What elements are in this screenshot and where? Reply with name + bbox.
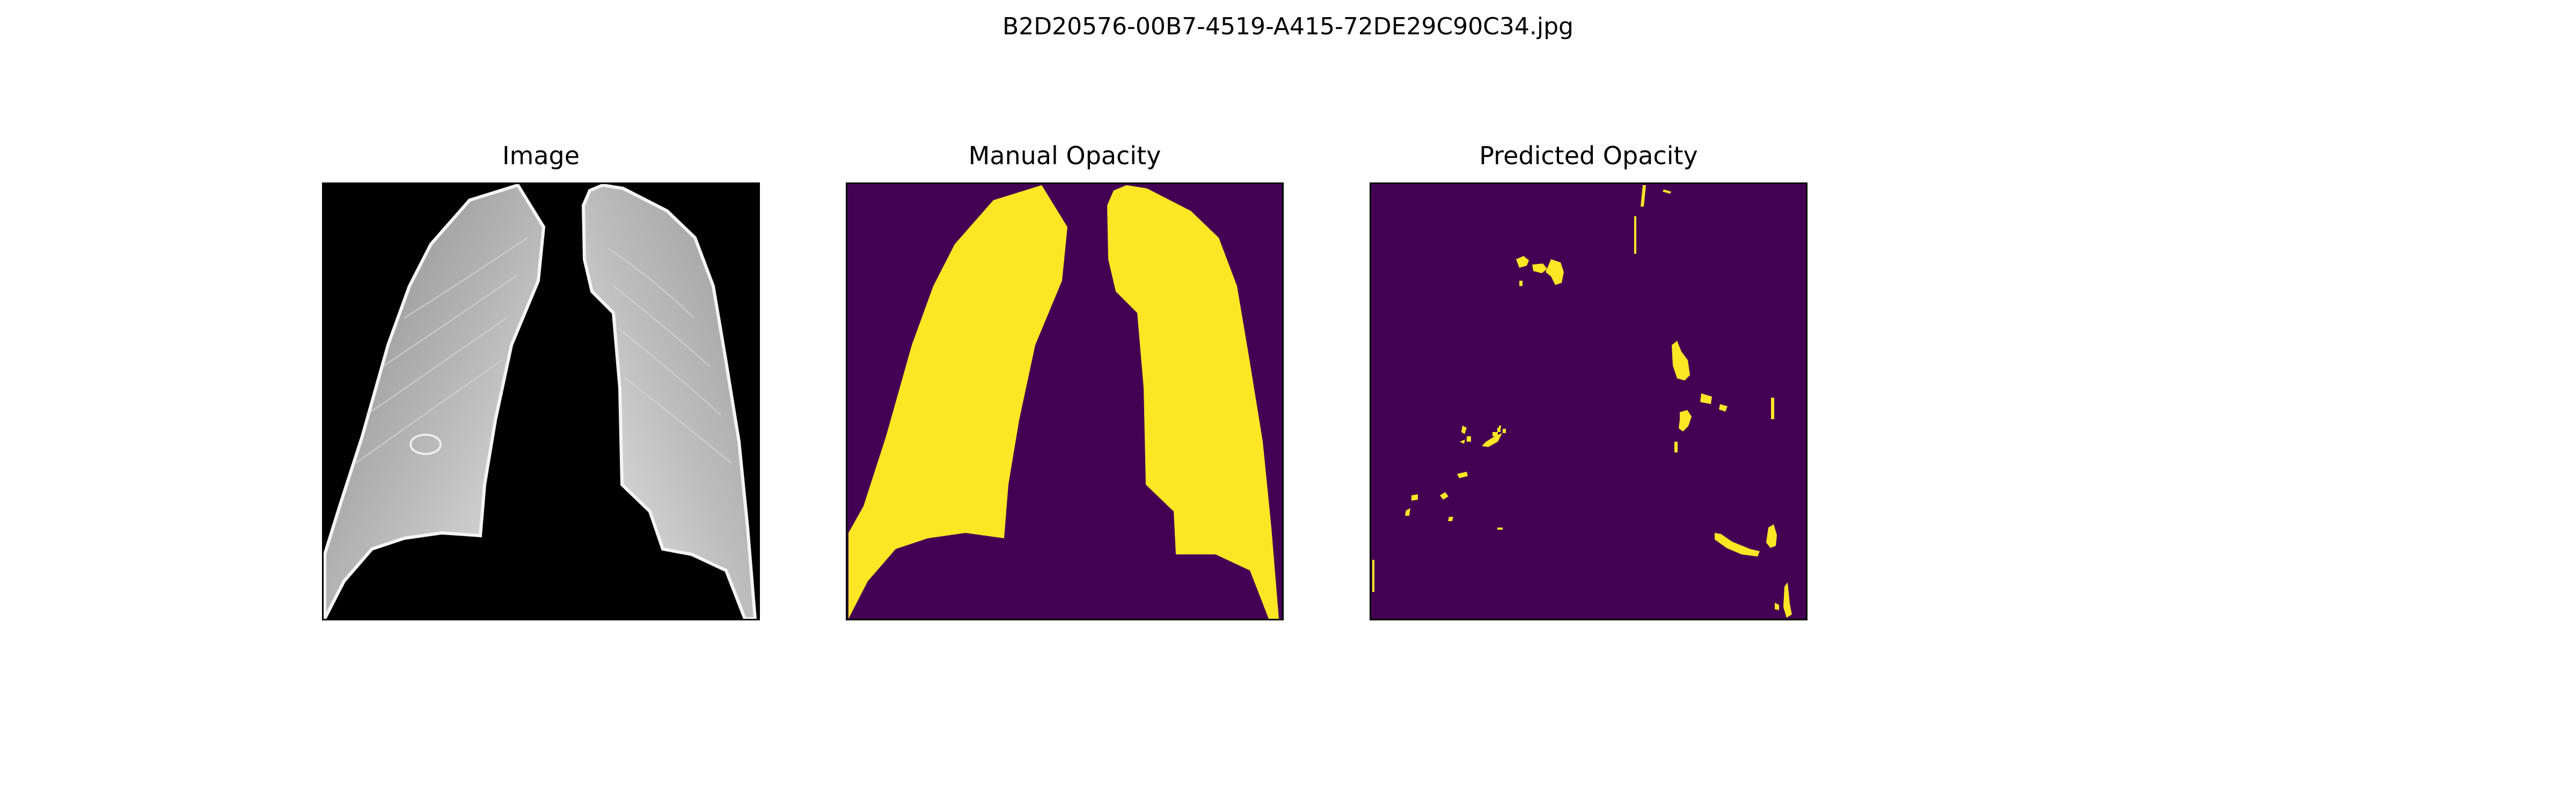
manual-opacity-title: Manual Opacity bbox=[968, 141, 1161, 170]
rib-lines bbox=[355, 237, 732, 464]
image-panel-title: Image bbox=[502, 141, 580, 170]
device-artifact bbox=[409, 434, 442, 455]
predicted-mask bbox=[1371, 184, 1806, 619]
manual-mask-frame bbox=[846, 182, 1284, 620]
xray-image bbox=[324, 184, 758, 619]
figure-title: B2D20576-00B7-4519-A415-72DE29C90C34.jpg bbox=[1002, 13, 1574, 40]
predicted-opacity-panel: Predicted Opacity bbox=[1370, 129, 1807, 620]
manual-left-lung-mask bbox=[848, 185, 1067, 619]
predicted-mask-frame bbox=[1370, 182, 1807, 620]
manual-right-lung-mask bbox=[1107, 185, 1279, 619]
manual-opacity-panel: Manual Opacity bbox=[846, 129, 1284, 620]
xray-image-frame bbox=[322, 182, 760, 620]
predicted-opacity-title: Predicted Opacity bbox=[1479, 141, 1698, 170]
right-lung-region bbox=[581, 184, 757, 619]
manual-mask bbox=[847, 184, 1282, 619]
predicted-opacity-blobs bbox=[1372, 185, 1792, 618]
left-lung-region bbox=[324, 184, 546, 619]
image-panel: Image bbox=[322, 129, 760, 620]
